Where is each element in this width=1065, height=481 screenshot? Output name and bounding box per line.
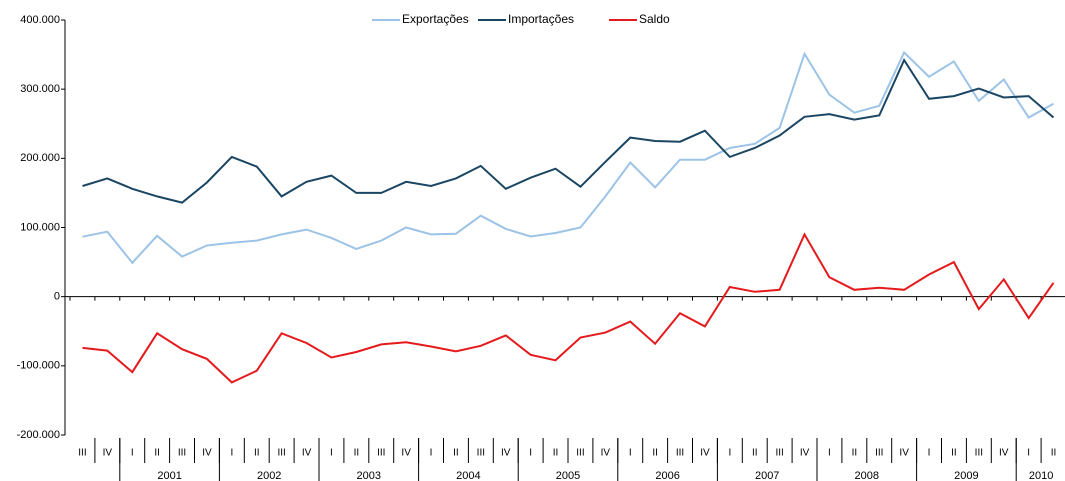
x-tick-label: II	[752, 448, 758, 459]
x-tick-label: II	[154, 448, 160, 459]
year-label: 2009	[954, 470, 978, 481]
x-tick-label: III	[676, 448, 684, 459]
x-tick-label: III	[78, 448, 86, 459]
x-tick-label: III	[775, 448, 783, 459]
x-tick-label: II	[354, 448, 360, 459]
x-tick-label: II	[652, 448, 658, 459]
x-tick-label: II	[1051, 448, 1057, 459]
x-tick-label: II	[553, 448, 559, 459]
x-tick-label: III	[178, 448, 186, 459]
year-label: 2002	[257, 470, 281, 481]
series-line	[82, 50, 1054, 265]
y-tick-label: 400.000	[20, 14, 60, 26]
legend-label: Exportações	[402, 12, 469, 26]
x-tick-label: III	[277, 448, 285, 459]
x-tick-label: I	[529, 448, 532, 459]
x-tick-label: II	[951, 448, 957, 459]
x-tick-label: I	[430, 448, 433, 459]
y-tick-label: -200.000	[17, 429, 60, 441]
x-tick-label: I	[728, 448, 731, 459]
y-tick-label: -100.000	[17, 360, 60, 372]
year-label: 2006	[655, 470, 679, 481]
x-tick-label: IV	[501, 448, 511, 459]
x-tick-label: III	[975, 448, 983, 459]
x-tick-label: IV	[999, 448, 1009, 459]
x-tick-label: I	[928, 448, 931, 459]
year-label: 2007	[755, 470, 779, 481]
x-tick-label: I	[230, 448, 233, 459]
x-tick-label: IV	[899, 448, 909, 459]
x-tick-label: III	[377, 448, 385, 459]
x-tick-label: IV	[401, 448, 411, 459]
x-tick-label: I	[1027, 448, 1030, 459]
year-label: 2005	[556, 470, 580, 481]
x-tick-label: III	[576, 448, 584, 459]
x-tick-label: III	[477, 448, 485, 459]
y-tick-label: 0	[54, 291, 60, 303]
series-line	[82, 232, 1055, 384]
x-tick-label: IV	[103, 448, 113, 459]
x-tick-label: IV	[302, 448, 312, 459]
x-tick-label: II	[852, 448, 858, 459]
x-tick-label: IV	[202, 448, 212, 459]
legend-label: Saldo	[639, 12, 670, 26]
year-label: 2010	[1029, 470, 1053, 481]
x-tick-label: I	[330, 448, 333, 459]
year-label: 2003	[357, 470, 381, 481]
year-label: 2008	[855, 470, 879, 481]
legend-label: Importações	[508, 12, 574, 26]
x-tick-label: III	[875, 448, 883, 459]
x-tick-label: I	[131, 448, 134, 459]
x-tick-label: I	[828, 448, 831, 459]
y-tick-label: 300.000	[20, 83, 60, 95]
series-line	[82, 58, 1055, 204]
year-label: 2001	[157, 470, 181, 481]
year-label: 2004	[456, 470, 480, 481]
x-tick-label: II	[254, 448, 260, 459]
x-tick-label: IV	[601, 448, 611, 459]
x-tick-label: IV	[800, 448, 810, 459]
x-tick-label: I	[629, 448, 632, 459]
y-tick-label: 100.000	[20, 221, 60, 233]
x-tick-label: IV	[700, 448, 710, 459]
y-tick-label: 200.000	[20, 152, 60, 164]
x-tick-label: II	[453, 448, 459, 459]
